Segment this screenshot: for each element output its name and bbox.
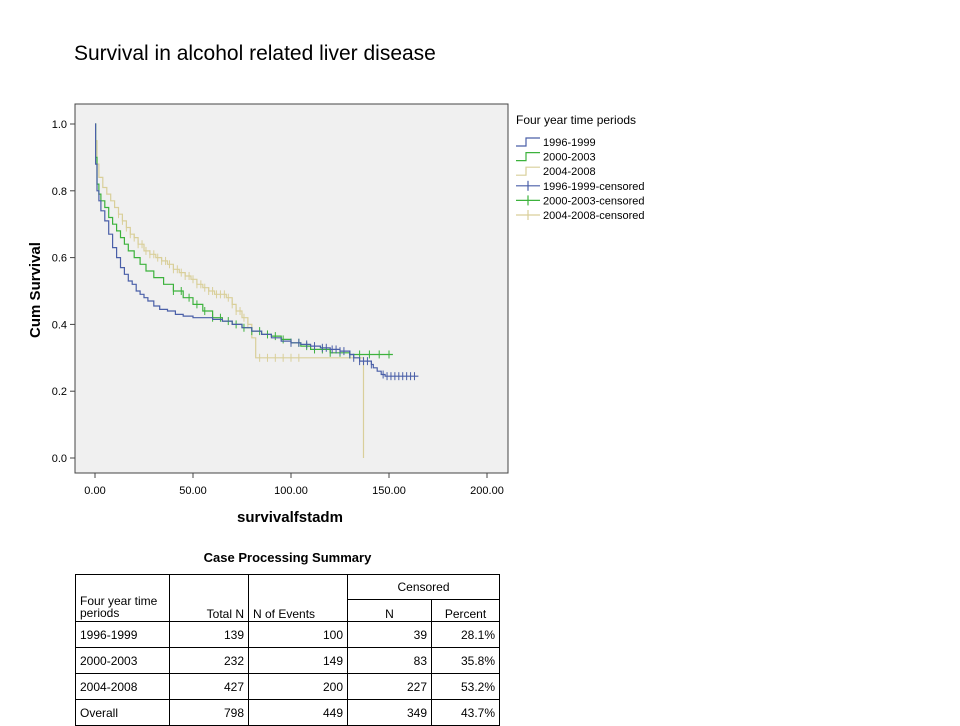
cell-period: Overall xyxy=(75,699,170,726)
cell-n: 39 xyxy=(347,621,432,648)
series-1996-1999 xyxy=(95,123,419,381)
legend-label: 1996-1999 xyxy=(543,137,596,149)
header-group: Four year time periods xyxy=(75,574,170,622)
cell-percent: 35.8% xyxy=(431,647,500,674)
header-events: N of Events xyxy=(248,574,348,622)
cell-period: 1996-1999 xyxy=(75,621,170,648)
plot-area xyxy=(74,103,509,474)
slide-title: Survival in alcohol related liver diseas… xyxy=(74,42,436,65)
legend-entry: 2004-2008 xyxy=(516,166,596,178)
legend-label: 1996-1999-censored xyxy=(543,181,645,193)
legend-label: 2004-2008 xyxy=(543,166,596,178)
legend-entry: 2004-2008-censored xyxy=(516,210,645,222)
legend-label: 2000-2003-censored xyxy=(543,195,645,207)
cell-period: 2004-2008 xyxy=(75,673,170,700)
legend-title: Four year time periods xyxy=(516,113,636,127)
series-layer xyxy=(95,123,419,458)
legend-label: 2004-2008-censored xyxy=(543,210,645,222)
cell-total: 427 xyxy=(169,673,249,700)
header-total: Total N xyxy=(169,574,249,622)
y-tick-label: 0.0 xyxy=(52,453,67,465)
legend-swatch xyxy=(516,166,540,176)
header-censored: Censored xyxy=(347,574,500,600)
table-row: 2004-2008 427 200 227 53.2% xyxy=(75,673,500,700)
y-tick-label: 1.0 xyxy=(52,119,67,131)
table-row: 1996-1999 139 100 39 28.1% xyxy=(75,621,500,648)
table-header-row: Four year time periods Total N N of Even… xyxy=(75,574,500,622)
cell-total: 798 xyxy=(169,699,249,726)
header-n: N xyxy=(347,599,432,622)
cell-events: 149 xyxy=(248,647,348,674)
y-tick-label: 0.8 xyxy=(52,186,67,198)
x-tick-label: 100.00 xyxy=(274,485,308,497)
legend-swatch xyxy=(516,137,540,147)
x-tick-label: 150.00 xyxy=(372,485,406,497)
x-tick-label: 0.00 xyxy=(84,485,105,497)
cell-total: 232 xyxy=(169,647,249,674)
cell-n: 83 xyxy=(347,647,432,674)
legend: Four year time periods 1996-1999 2000-200… xyxy=(516,113,645,222)
x-tick-label: 200.00 xyxy=(470,485,504,497)
cell-events: 200 xyxy=(248,673,348,700)
legend-swatch xyxy=(516,152,540,162)
table-row: 2000-2003 232 149 83 35.8% xyxy=(75,647,500,674)
table-row: Overall 798 449 349 43.7% xyxy=(75,699,500,726)
cell-percent: 43.7% xyxy=(431,699,500,726)
cell-events: 449 xyxy=(248,699,348,726)
legend-label: 2000-2003 xyxy=(543,152,596,164)
y-tick-label: 0.2 xyxy=(52,386,67,398)
y-tick-label: 0.4 xyxy=(52,319,67,331)
case-processing-table: Four year time periods Total N N of Even… xyxy=(75,574,500,726)
cell-percent: 28.1% xyxy=(431,621,500,648)
table-subheader-row: N Percent xyxy=(76,599,500,622)
x-axis: 0.00 50.00 100.00 150.00 200.00 xyxy=(84,473,504,497)
y-axis-label: Cum Survival xyxy=(27,242,44,338)
legend-entry: 1996-1999-censored xyxy=(516,180,645,193)
legend-entries: 1996-1999 2000-2003 2004-2008 1996-1999-cen… xyxy=(516,137,645,222)
legend-entry: 1996-1999 xyxy=(516,137,596,149)
legend-entry: 2000-2003 xyxy=(516,152,596,164)
y-tick-label: 0.6 xyxy=(52,253,67,265)
x-axis-label: survivalfstadm xyxy=(237,509,343,526)
cell-percent: 53.2% xyxy=(431,673,500,700)
legend-entry: 2000-2003-censored xyxy=(516,195,645,207)
km-chart: 0.0 0.2 0.4 0.6 0.8 1.0 0.00 50.00 100.00 150.00… xyxy=(27,103,645,526)
header-percent: Percent xyxy=(431,599,500,622)
cell-total: 139 xyxy=(169,621,249,648)
cell-n: 349 xyxy=(347,699,432,726)
cell-n: 227 xyxy=(347,673,432,700)
y-axis: 0.0 0.2 0.4 0.6 0.8 1.0 xyxy=(52,119,75,465)
series-2004-2008 xyxy=(95,123,365,458)
x-tick-label: 50.00 xyxy=(179,485,207,497)
cell-events: 100 xyxy=(248,621,348,648)
summary-caption: Case Processing Summary xyxy=(203,550,372,565)
cell-period: 2000-2003 xyxy=(75,647,170,674)
